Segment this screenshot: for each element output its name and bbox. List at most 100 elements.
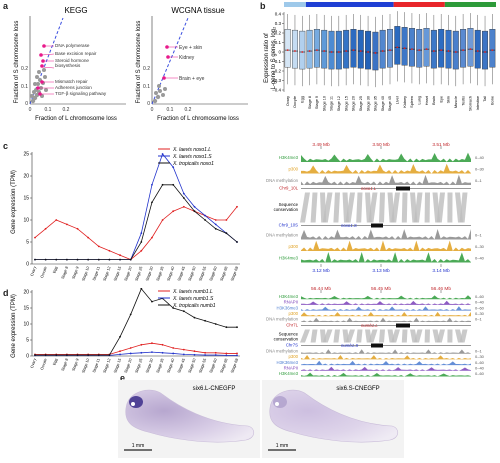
d-track-signal	[301, 295, 471, 300]
boxplot-box	[379, 29, 386, 69]
c-track-scale: 0–40	[475, 155, 485, 160]
boxplot-box	[299, 30, 306, 70]
panel-d-genome-browser: 56.44 Mb 56.45 Mb 56.46 Mb H3K4me3 0–60 RNAPI…	[253, 286, 500, 388]
c-gene-bottom: noxo1.S	[341, 223, 357, 228]
boxplot-category-label: Stage 40	[381, 96, 385, 111]
d-track-scale: 0–60	[475, 305, 485, 310]
d-data-point	[151, 300, 153, 303]
boxplot-mean-dot	[432, 50, 435, 52]
wcgna-annotation: Brain + eye	[179, 76, 205, 82]
boxplot-mean-dot	[315, 49, 318, 51]
d-track-signal	[301, 366, 471, 371]
c-track-signal	[301, 163, 471, 174]
d-xtick-label: Stage 40	[166, 358, 175, 374]
boxplot-box	[306, 29, 313, 69]
wcgna-xtick: 0.2	[185, 107, 192, 113]
d-track-label: p300	[288, 354, 298, 359]
d-xtick-label: Egg	[52, 358, 58, 366]
d-data-point	[119, 353, 121, 356]
d-ytick-label: 15	[23, 306, 29, 312]
c-xtick-label: Stage 15	[113, 266, 122, 282]
boxplot-mean-dot	[403, 47, 406, 50]
boxplot-box	[482, 30, 489, 70]
boxplot-category-label: Stage 20	[352, 96, 356, 111]
boxplot-mean-dot	[418, 49, 421, 51]
d-data-point	[182, 353, 185, 356]
boxplot-box	[321, 29, 328, 69]
c-conservation-block	[322, 192, 333, 223]
c-data-point	[129, 258, 132, 261]
c-conservation-block	[436, 192, 445, 223]
boxplot-box	[423, 28, 430, 67]
c-xtick-label: Stage 30	[145, 266, 154, 282]
c-data-point	[65, 223, 68, 226]
c-xtick-label: Stage 9	[71, 266, 79, 280]
c-bottom-position: 3.12 Mb	[312, 268, 330, 274]
boxplot-box	[438, 29, 445, 68]
c-xtick-label: Stage 10	[81, 266, 90, 282]
c-data-point	[161, 219, 164, 221]
c-data-point	[55, 258, 58, 261]
panel-d-line-chart: Gene expression (TPM) 0 5 10 15 20 Ovary Oocy…	[8, 287, 248, 378]
boxplot-category-label: Stage 45	[388, 96, 392, 111]
boxplot-category-label: Lung	[417, 96, 421, 104]
d-data-point	[140, 351, 143, 354]
boxplot-category-label: Skin	[447, 96, 451, 103]
d-data-point	[172, 307, 175, 309]
c-conservation-block	[356, 192, 363, 223]
c-data-point	[161, 183, 164, 186]
panel-label-e: e	[120, 373, 126, 383]
c-data-point	[140, 241, 143, 243]
kegg-xtick: 0	[29, 107, 32, 113]
d-top-position: 56.46 Mb	[431, 286, 451, 292]
boxplot-group-bar	[444, 2, 496, 7]
c-xtick-label: Stage 8	[61, 266, 69, 280]
c-gene-model	[396, 186, 410, 191]
boxplot-box	[430, 29, 437, 69]
c-track-scale: 0–40	[475, 256, 485, 261]
d-data-point	[140, 287, 143, 290]
c-conservation-label: Sequence	[279, 202, 299, 207]
d-data-point	[182, 310, 185, 313]
c-track-scale: 0–30	[475, 244, 485, 249]
c-top-position: 3.51 Mb	[432, 142, 450, 148]
boxplot-mean-dot	[396, 46, 399, 49]
boxplot-box	[452, 30, 459, 70]
c-top-position: 3.49 Mb	[312, 142, 330, 148]
d-data-point	[204, 351, 207, 354]
d-xtick-label: Stage 68	[230, 358, 239, 374]
kegg-ytick: 0.1	[21, 84, 28, 90]
d-chr-top: Chr7L	[286, 323, 298, 328]
c-data-point	[214, 227, 217, 230]
c-xtick-label: Stage 66	[220, 266, 229, 282]
boxplot-box	[365, 30, 372, 70]
d-ytick-label: 0	[26, 354, 29, 360]
c-conservation-block	[459, 192, 468, 223]
boxplot-box	[313, 29, 320, 68]
panel-label-b: b	[260, 1, 266, 11]
d-data-point	[151, 351, 153, 354]
d-conservation-block	[356, 329, 363, 343]
boxplot-category-label: Stage 12	[337, 96, 341, 111]
d-track-scale: 0–60	[475, 360, 485, 365]
boxplot-mean-dot	[491, 49, 494, 51]
boxplot-mean-dot	[308, 50, 311, 52]
scale-bar-left: 1 mm	[132, 443, 145, 449]
scale-bar-right: 1 mm	[276, 443, 289, 449]
boxplot-category-label: Bone	[491, 96, 495, 105]
c-conservation-label: conservation	[274, 207, 299, 212]
boxplot-box	[291, 29, 298, 69]
d-xtick-label: Stage 8	[61, 358, 69, 372]
d-data-point	[204, 354, 207, 356]
d-data-point	[214, 354, 217, 356]
c-conservation-block	[391, 192, 400, 223]
c-xtick-label: Stage 45	[177, 266, 186, 282]
embryo-right-label: six6.S-CNEGFP	[336, 386, 379, 392]
boxplot-category-label: Eye	[439, 96, 443, 103]
c-data-point	[76, 227, 79, 230]
d-conservation-block	[459, 329, 468, 343]
boxplot-mean-dot	[374, 52, 377, 54]
boxplot-category-label: Stage 15	[344, 96, 348, 111]
wcgna-title: WCGNA tissue	[171, 6, 225, 15]
c-legend-label: X. laevis noxo1.S	[172, 154, 212, 160]
